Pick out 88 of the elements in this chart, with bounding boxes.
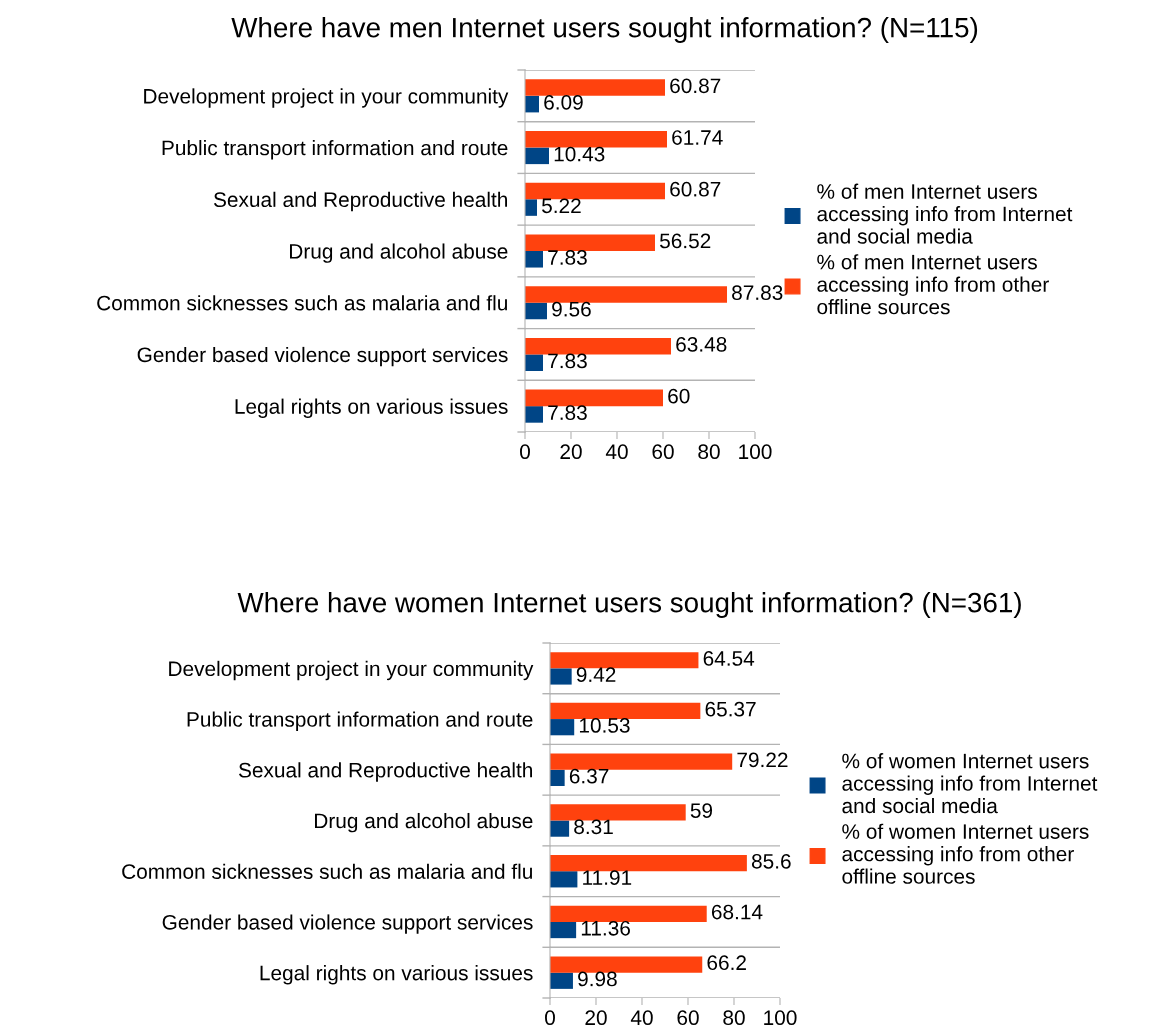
data-label: 9.98 bbox=[578, 971, 617, 987]
x-tick-label: 0 bbox=[545, 1010, 555, 1026]
data-label: 60.87 bbox=[670, 181, 721, 197]
y-tick-label: Gender based violence support services bbox=[162, 914, 533, 934]
data-label: 85.6 bbox=[751, 853, 791, 869]
data-label: 9.42 bbox=[576, 667, 616, 683]
legend-label: % of men Internet users accessing info from other offline sources bbox=[817, 254, 1049, 315]
data-label: 64.54 bbox=[703, 651, 755, 666]
bar bbox=[550, 753, 733, 770]
data-label: 68.14 bbox=[711, 904, 763, 920]
x-tick-label: 0 bbox=[520, 444, 530, 460]
data-label: 56.52 bbox=[660, 233, 711, 249]
bar bbox=[550, 702, 701, 720]
bar bbox=[525, 79, 665, 96]
bar bbox=[525, 131, 667, 148]
data-label: 10.53 bbox=[579, 718, 630, 733]
x-tick-label: 60 bbox=[677, 1010, 699, 1026]
legend-label: % of men Internet users accessing info from Internet and social media bbox=[817, 183, 1073, 244]
y-tick-label: Drug and alcohol abuse bbox=[290, 243, 508, 263]
y-tick-label: Development project in your community bbox=[169, 660, 534, 681]
y-tick-label: Drug and alcohol abuse bbox=[315, 812, 533, 833]
data-label: 60.87 bbox=[670, 78, 721, 94]
bar bbox=[550, 668, 572, 685]
data-label: 11.91 bbox=[583, 870, 632, 885]
bar bbox=[525, 406, 544, 423]
bar bbox=[525, 389, 663, 407]
data-label: 87.83 bbox=[732, 285, 783, 301]
bar bbox=[525, 95, 540, 113]
data-label: 65.37 bbox=[705, 701, 756, 717]
bar bbox=[550, 804, 686, 821]
data-label: 61.74 bbox=[672, 130, 723, 145]
legend-label: % of women Internet users accessing info from Internet and social media bbox=[842, 753, 1098, 814]
bar bbox=[550, 854, 747, 872]
y-tick-label: Public transport information and route bbox=[162, 140, 508, 160]
y-tick-label: Gender based violence support services bbox=[137, 346, 508, 367]
legend-label: % of women Internet users accessing info from other offline sources bbox=[842, 823, 1089, 884]
y-tick-label: Common sicknesses such as malaria and flu bbox=[97, 295, 507, 311]
bar bbox=[525, 286, 728, 303]
data-label: 9.56 bbox=[552, 301, 591, 317]
chart-title: Where have women Internet users sought information? (N=361) bbox=[237, 592, 1021, 618]
y-tick-label: Sexual and Reproductive health bbox=[213, 191, 507, 212]
bar bbox=[525, 234, 655, 251]
bar bbox=[550, 652, 699, 669]
x-tick-label: 40 bbox=[630, 1010, 653, 1026]
chart-title: Where have men Internet users sought information? (N=115) bbox=[231, 17, 978, 43]
x-tick-label: 60 bbox=[652, 444, 674, 460]
data-label: 59 bbox=[690, 803, 713, 818]
data-label: 6.09 bbox=[544, 94, 583, 110]
data-label: 63.48 bbox=[676, 336, 727, 352]
bar bbox=[550, 905, 707, 922]
bar bbox=[550, 871, 578, 888]
y-tick-label: Common sicknesses such as malaria and flu bbox=[122, 863, 532, 879]
data-label: 79.22 bbox=[737, 752, 788, 768]
bar bbox=[525, 354, 544, 371]
data-label: 10.43 bbox=[554, 146, 605, 162]
bar bbox=[550, 719, 575, 736]
y-tick-label: Development project in your community bbox=[144, 88, 509, 108]
bar bbox=[525, 182, 665, 200]
x-tick-label: 40 bbox=[605, 444, 628, 460]
bar bbox=[525, 337, 671, 355]
x-tick-label: 80 bbox=[698, 444, 720, 460]
x-tick-label: 20 bbox=[585, 1010, 607, 1026]
bar bbox=[550, 956, 703, 973]
y-tick-label: Public transport information and route bbox=[187, 711, 533, 731]
x-tick-label: 20 bbox=[560, 444, 582, 460]
bar bbox=[525, 302, 547, 320]
x-tick-label: 100 bbox=[739, 444, 772, 460]
bar bbox=[550, 972, 573, 989]
data-label: 8.31 bbox=[574, 819, 613, 835]
bar bbox=[550, 921, 577, 939]
y-tick-label: Legal rights on various issues bbox=[260, 965, 533, 985]
data-label: 7.83 bbox=[548, 250, 587, 265]
y-tick-label: Sexual and Reproductive health bbox=[238, 762, 532, 782]
data-label: 66.2 bbox=[707, 955, 746, 971]
data-label: 5.22 bbox=[542, 198, 581, 214]
x-tick-label: 80 bbox=[723, 1010, 745, 1026]
y-tick-label: Legal rights on various issues bbox=[235, 398, 508, 419]
bar bbox=[525, 251, 544, 268]
bar bbox=[525, 199, 538, 216]
data-label: 11.36 bbox=[581, 920, 630, 936]
data-label: 7.83 bbox=[548, 353, 587, 369]
bar bbox=[550, 820, 570, 837]
data-label: 7.83 bbox=[548, 405, 587, 421]
bar bbox=[525, 147, 549, 165]
data-label: 60 bbox=[668, 388, 690, 404]
data-label: 6.37 bbox=[569, 768, 609, 784]
bar bbox=[550, 769, 565, 787]
x-tick-label: 100 bbox=[764, 1010, 797, 1026]
